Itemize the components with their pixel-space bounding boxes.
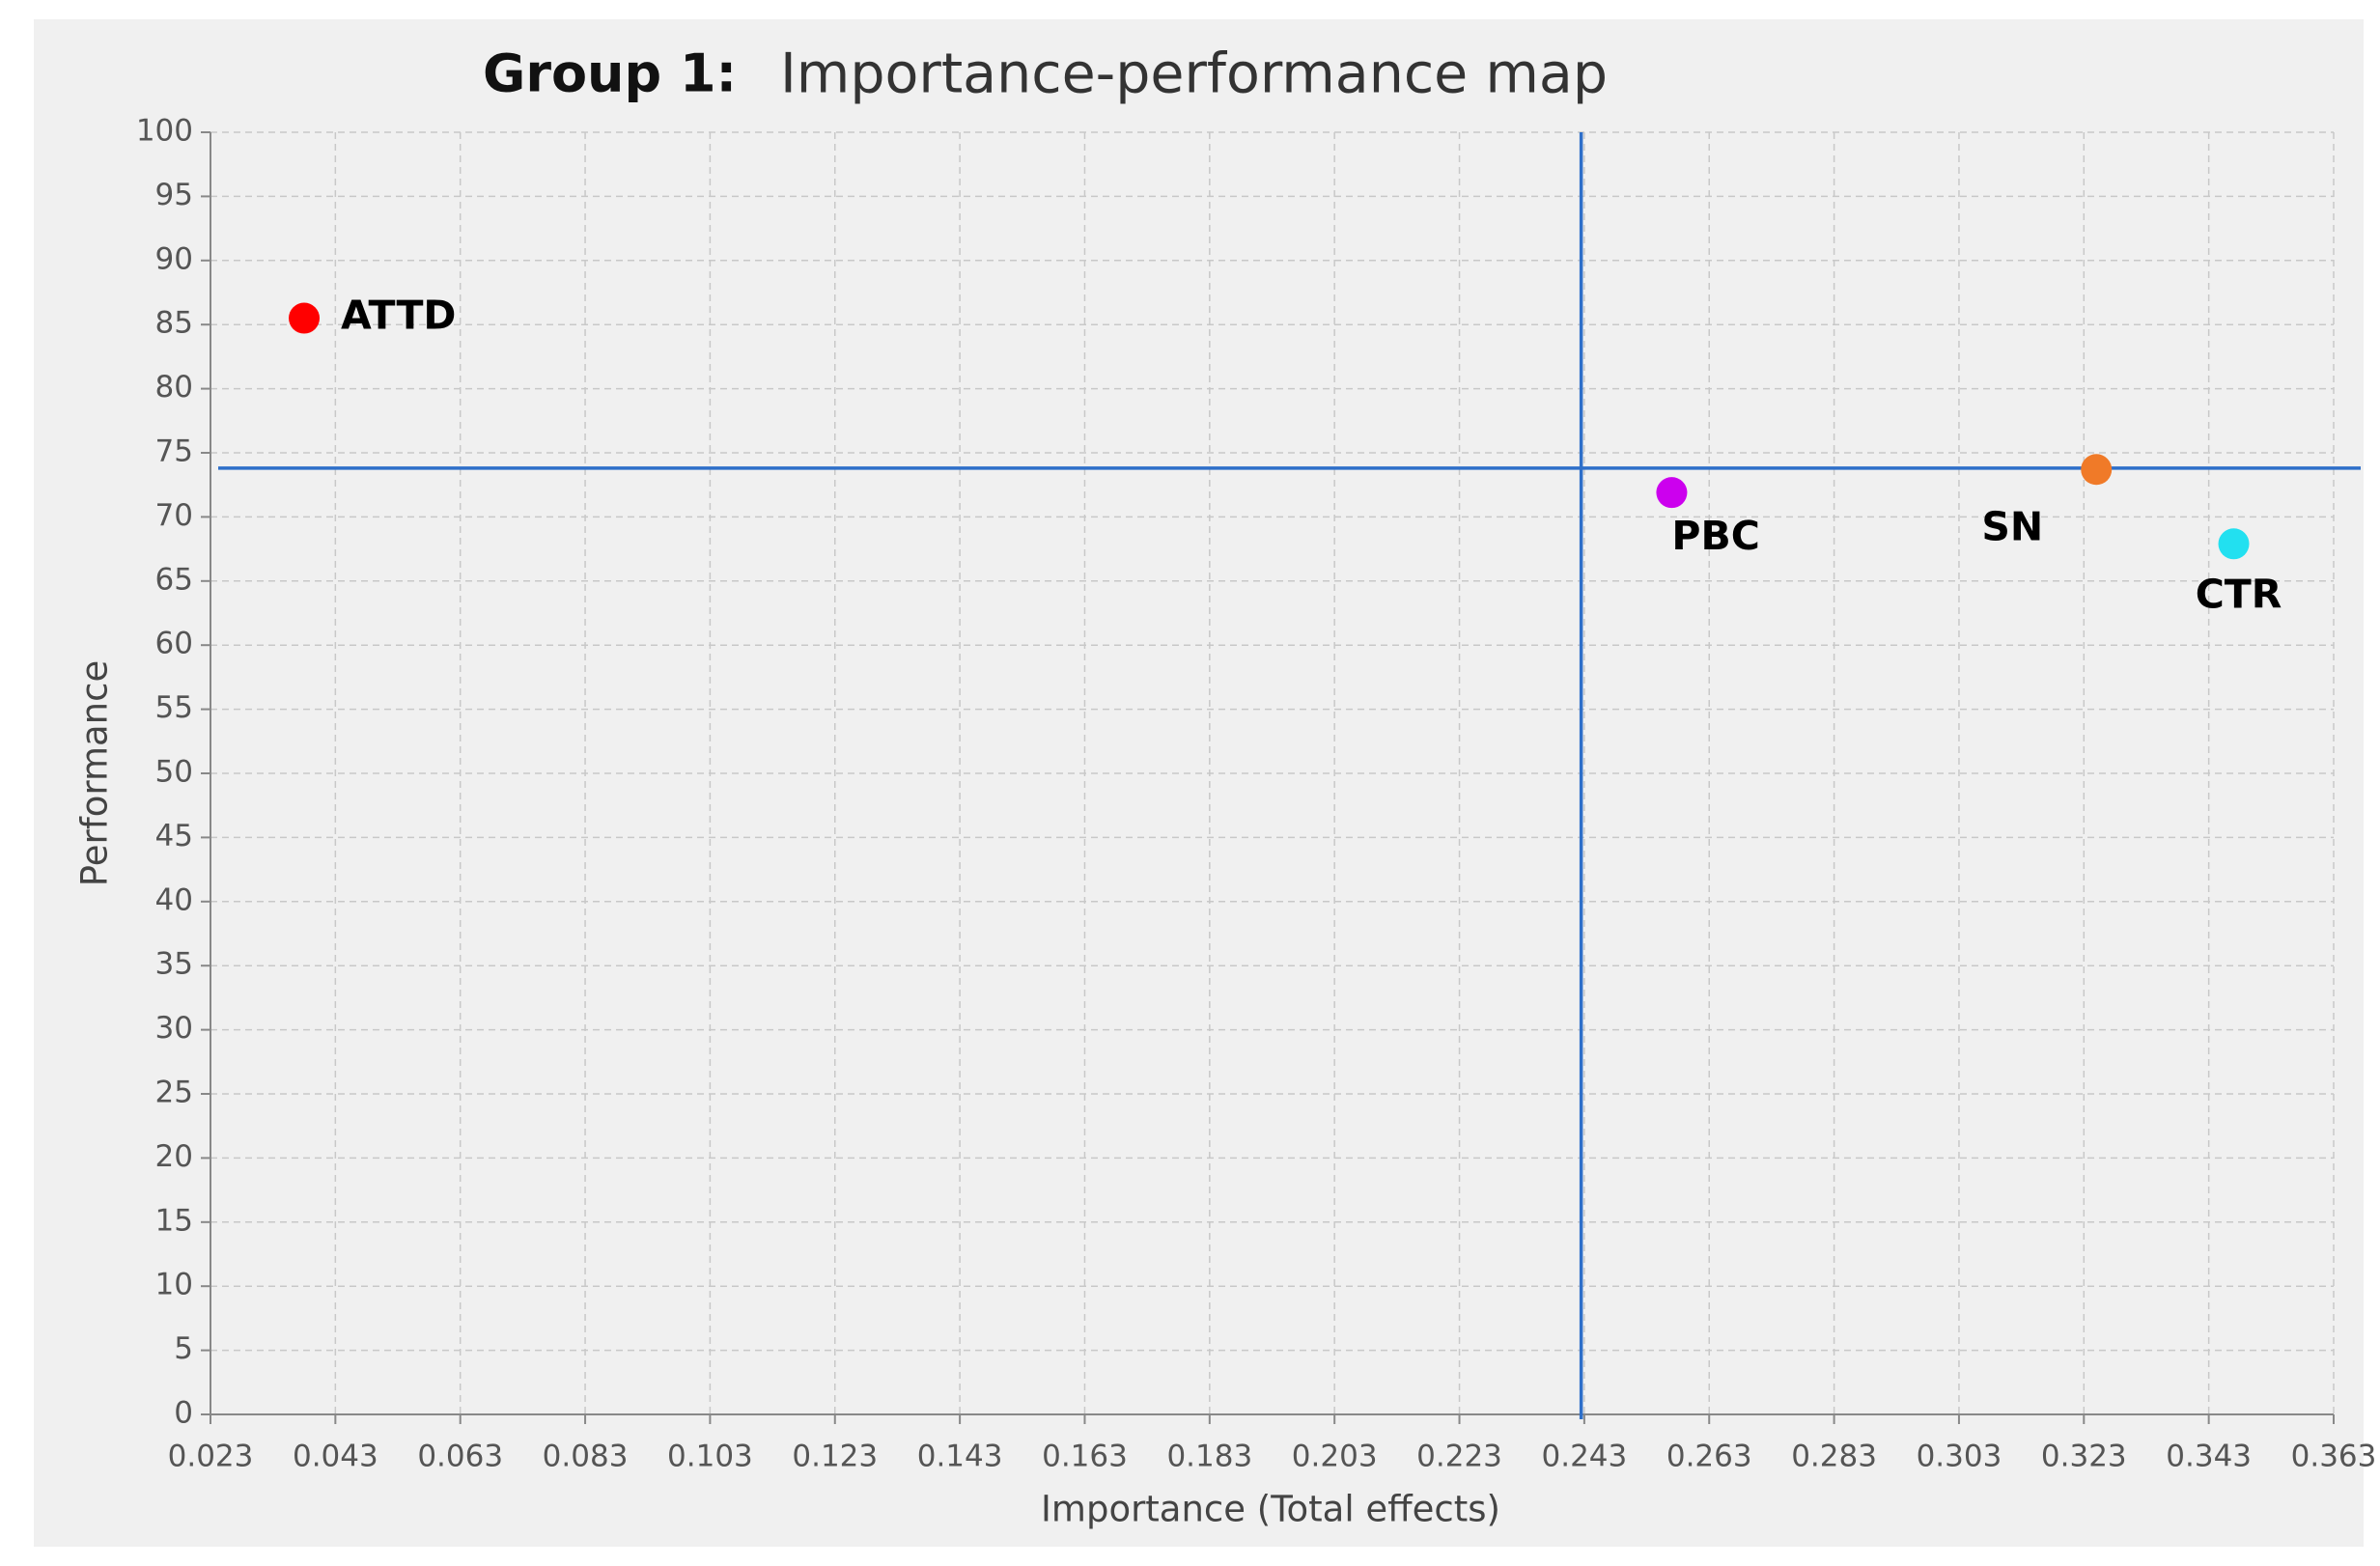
- point-label: CTR: [2196, 571, 2282, 617]
- x-tick-label: 0.283: [1791, 1440, 1877, 1474]
- y-tick-label: 60: [155, 627, 193, 661]
- data-point: [1656, 477, 1688, 509]
- y-axis-title: Performance: [74, 660, 116, 886]
- x-tick-label: 0.203: [1292, 1440, 1378, 1474]
- x-tick-label: 0.083: [543, 1440, 629, 1474]
- y-tick-label: 25: [155, 1076, 193, 1110]
- y-tick-label: 100: [136, 114, 193, 149]
- y-tick-label: 40: [155, 882, 193, 917]
- chart-group-label: Group 1:: [483, 43, 737, 104]
- y-tick-label: 30: [155, 1011, 193, 1046]
- chart-title: Importance-performance map: [780, 42, 1608, 106]
- y-tick-label: 85: [155, 306, 193, 341]
- data-point: [2218, 528, 2250, 560]
- x-tick-label: 0.263: [1666, 1440, 1752, 1474]
- x-tick-label: 0.323: [2041, 1440, 2127, 1474]
- x-tick-label: 0.043: [293, 1440, 378, 1474]
- y-tick-label: 70: [155, 498, 193, 533]
- point-label: PBC: [1671, 513, 1759, 559]
- data-point: [2081, 454, 2113, 486]
- x-tick-label: 0.063: [417, 1440, 503, 1474]
- x-tick-label: 0.123: [792, 1440, 878, 1474]
- y-tick-label: 90: [155, 241, 193, 276]
- x-tick-label: 0.183: [1166, 1440, 1252, 1474]
- x-axis-title: Importance (Total effects): [1041, 1489, 1500, 1530]
- y-tick-label: 65: [155, 562, 193, 597]
- y-tick-label: 15: [155, 1203, 193, 1238]
- y-tick-label: 75: [155, 434, 193, 469]
- y-tick-label: 45: [155, 819, 193, 853]
- x-tick-label: 0.303: [1917, 1440, 2002, 1474]
- point-label: ATTD: [341, 293, 456, 339]
- x-tick-label: 0.343: [2166, 1440, 2252, 1474]
- y-tick-label: 10: [155, 1268, 193, 1302]
- y-tick-label: 5: [174, 1331, 193, 1366]
- x-tick-label: 0.103: [667, 1440, 753, 1474]
- y-tick-label: 35: [155, 947, 193, 982]
- x-tick-label: 0.023: [168, 1440, 254, 1474]
- chart-background: [34, 19, 2364, 1547]
- point-label: SN: [1981, 503, 2043, 549]
- x-tick-label: 0.163: [1042, 1440, 1128, 1474]
- data-point: [289, 302, 321, 334]
- x-tick-label: 0.223: [1416, 1440, 1502, 1474]
- x-tick-label: 0.243: [1542, 1440, 1628, 1474]
- y-tick-label: 20: [155, 1139, 193, 1174]
- y-tick-label: 55: [155, 690, 193, 725]
- y-tick-label: 95: [155, 178, 193, 212]
- y-tick-label: 80: [155, 370, 193, 405]
- x-tick-label: 0.143: [917, 1440, 1003, 1474]
- x-tick-label: 0.363: [2291, 1440, 2377, 1474]
- y-tick-label: 0: [174, 1396, 193, 1431]
- y-tick-label: 50: [155, 755, 193, 790]
